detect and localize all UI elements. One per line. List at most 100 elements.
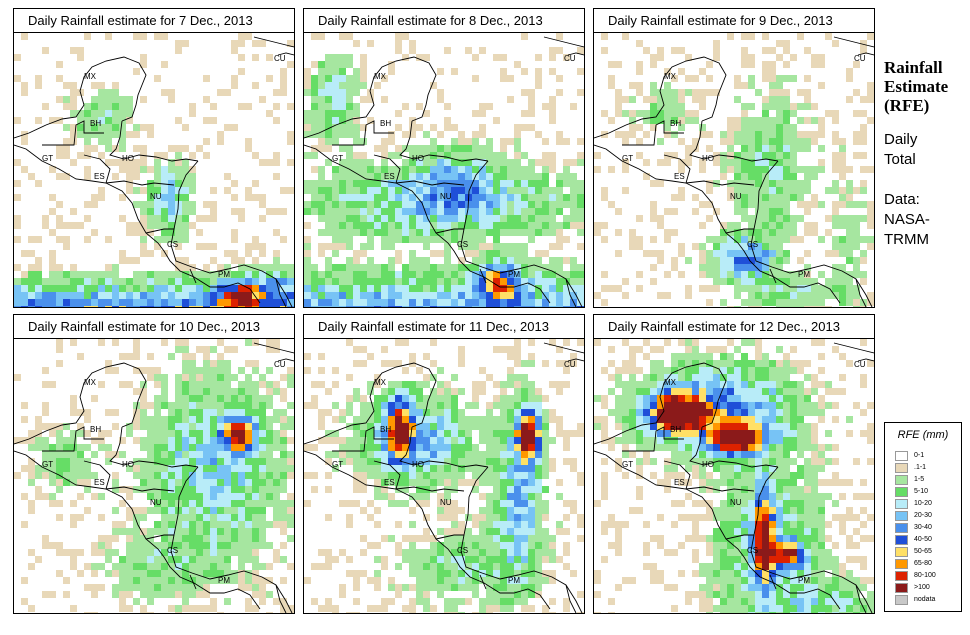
legend-item: >100 xyxy=(895,582,930,593)
country-label: ES xyxy=(674,172,685,181)
rainfall-cells xyxy=(594,339,874,613)
rainfall-cells xyxy=(304,33,584,307)
coastlines xyxy=(304,36,584,307)
rainfall-map: MX BH GT HO ES NU CS PM CU xyxy=(13,338,295,614)
legend-swatch xyxy=(895,498,908,509)
country-label: MX xyxy=(664,72,677,81)
country-label: PM xyxy=(508,576,520,585)
panel-title: Daily Rainfall estimate for 9 Dec., 2013 xyxy=(593,8,875,33)
country-label: PM xyxy=(218,576,230,585)
legend-swatch xyxy=(895,462,908,473)
legend-swatch xyxy=(895,570,908,581)
country-label: ES xyxy=(94,478,105,487)
legend-item: 20-30 xyxy=(895,510,932,521)
rfe-title-line3: (RFE) xyxy=(884,96,930,115)
coastlines xyxy=(14,342,294,613)
rainfall-panel-9dec: Daily Rainfall estimate for 9 Dec., 2013… xyxy=(593,8,875,308)
rainfall-grid: MX BH GT HO ES NU CS PM CU xyxy=(304,339,584,613)
country-label: CU xyxy=(564,54,576,63)
rainfall-panel-7dec: Daily Rainfall estimate for 7 Dec., 2013… xyxy=(13,8,295,308)
country-label: PM xyxy=(798,576,810,585)
country-label: PM xyxy=(798,270,810,279)
country-label: CS xyxy=(167,240,178,249)
rfe-title-line2: Estimate xyxy=(884,77,949,96)
country-label: PM xyxy=(218,270,230,279)
rainfall-panel-11dec: Daily Rainfall estimate for 11 Dec., 201… xyxy=(303,314,585,614)
country-label: HO xyxy=(412,154,424,163)
country-label: BH xyxy=(670,119,681,128)
country-label: CU xyxy=(854,360,866,369)
total-label: Total xyxy=(884,151,916,168)
country-label: CU xyxy=(274,54,286,63)
legend-label: 20-30 xyxy=(914,512,932,519)
legend-item: 40-50 xyxy=(895,534,932,545)
country-label: BH xyxy=(90,425,101,434)
rainfall-grid: MX BH GT HO ES NU CS PM CU xyxy=(14,339,294,613)
country-label: ES xyxy=(384,172,395,181)
rainfall-map: MX BH GT HO ES NU CS PM CU xyxy=(303,32,585,308)
country-label: CS xyxy=(747,240,758,249)
country-label: CU xyxy=(854,54,866,63)
legend-label: 30-40 xyxy=(914,524,932,531)
legend-label: >100 xyxy=(914,584,930,591)
legend-swatch xyxy=(895,594,908,605)
country-label: PM xyxy=(508,270,520,279)
legend-swatch xyxy=(895,558,908,569)
rainfall-panel-12dec: Daily Rainfall estimate for 12 Dec., 201… xyxy=(593,314,875,614)
country-label: GT xyxy=(332,460,343,469)
country-label: NU xyxy=(440,192,452,201)
legend-label: 5-10 xyxy=(914,488,929,495)
legend-swatch xyxy=(895,534,908,545)
rainfall-grid: MX BH GT HO ES NU CS PM CU xyxy=(594,339,874,613)
rainfall-grid: MX BH GT HO ES NU CS PM CU xyxy=(14,33,294,307)
country-label: HO xyxy=(702,460,714,469)
legend-label: 0-1 xyxy=(914,452,925,459)
country-label: GT xyxy=(332,154,343,163)
legend-item: 10-20 xyxy=(895,498,932,509)
legend-item: 50-65 xyxy=(895,546,932,557)
country-label: CS xyxy=(747,546,758,555)
rainfall-panel-10dec: Daily Rainfall estimate for 10 Dec., 201… xyxy=(13,314,295,614)
legend-label: .1-1 xyxy=(914,464,927,471)
legend-item: 0-1 xyxy=(895,450,924,461)
rfe-title: Rainfall Estimate (RFE) xyxy=(884,58,948,115)
country-label: BH xyxy=(380,119,391,128)
daily-label: Daily xyxy=(884,131,918,148)
legend-item: 30-40 xyxy=(895,522,932,533)
coastlines xyxy=(304,342,584,613)
country-label: NU xyxy=(730,192,742,201)
country-label: CU xyxy=(274,360,286,369)
panel-title: Daily Rainfall estimate for 12 Dec., 201… xyxy=(593,314,875,339)
rainfall-cells xyxy=(594,33,874,307)
rainfall-cells xyxy=(14,33,294,307)
panel-title: Daily Rainfall estimate for 11 Dec., 201… xyxy=(303,314,585,339)
legend-item: 80-100 xyxy=(895,570,936,581)
nasa-label: NASA- xyxy=(884,211,930,228)
rainfall-map: MX BH GT HO ES NU CS PM CU xyxy=(13,32,295,308)
legend-swatch xyxy=(895,450,908,461)
country-label: MX xyxy=(374,378,387,387)
country-label: GT xyxy=(42,460,53,469)
country-label: MX xyxy=(84,378,97,387)
country-label: NU xyxy=(150,498,162,507)
country-label: GT xyxy=(622,154,633,163)
rainfall-map: MX BH GT HO ES NU CS PM CU xyxy=(303,338,585,614)
legend-label: 80-100 xyxy=(914,572,936,579)
coastlines xyxy=(594,342,874,613)
legend-title: RFE (mm) xyxy=(897,429,949,441)
legend-item: .1-1 xyxy=(895,462,926,473)
country-label: NU xyxy=(150,192,162,201)
rainfall-grid: MX BH GT HO ES NU CS PM CU xyxy=(304,33,584,307)
panel-title: Daily Rainfall estimate for 10 Dec., 201… xyxy=(13,314,295,339)
country-label: HO xyxy=(702,154,714,163)
legend-item: 5-10 xyxy=(895,486,928,497)
legend-swatch xyxy=(895,546,908,557)
trmm-label: TRMM xyxy=(884,231,929,248)
country-label: GT xyxy=(42,154,53,163)
rainfall-cells xyxy=(304,339,584,613)
legend-item: nodata xyxy=(895,594,935,605)
rfe-legend: RFE (mm) 0-1 .1-1 1-5 5-10 10-20 20-30 30-40 40… xyxy=(884,422,962,612)
country-label: NU xyxy=(440,498,452,507)
country-label: MX xyxy=(84,72,97,81)
legend-label: 50-65 xyxy=(914,548,932,555)
